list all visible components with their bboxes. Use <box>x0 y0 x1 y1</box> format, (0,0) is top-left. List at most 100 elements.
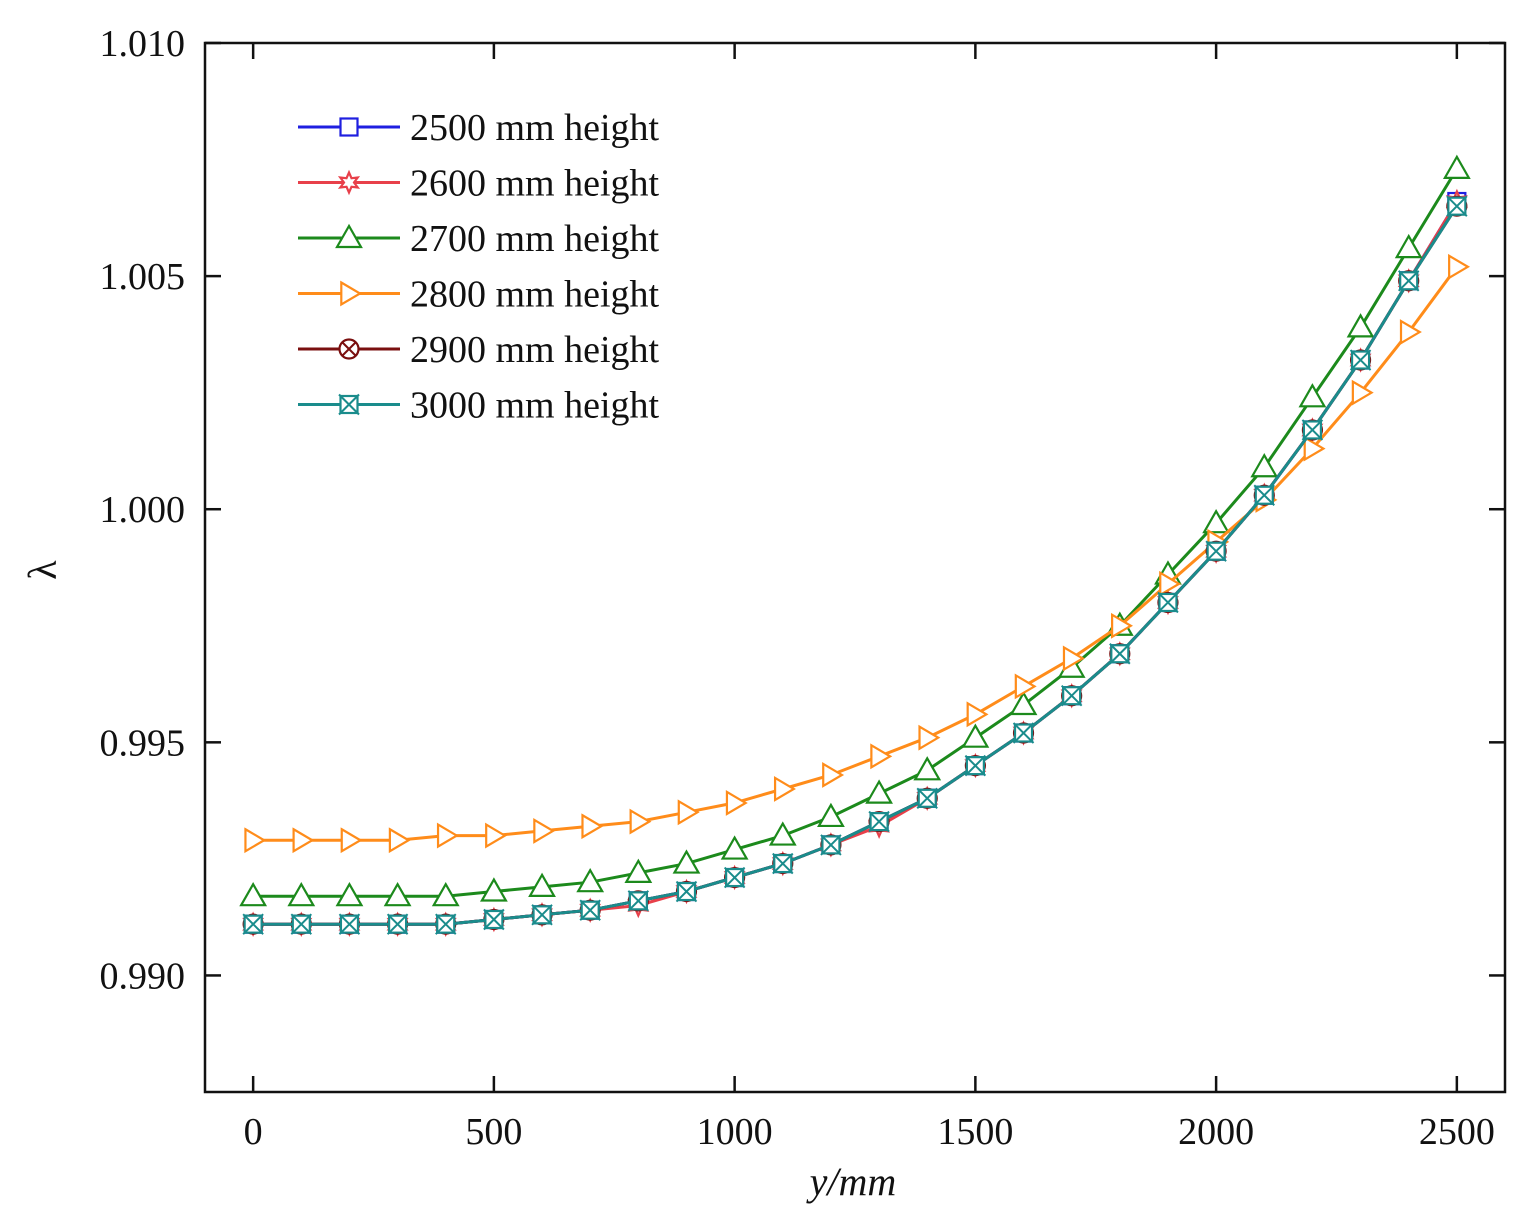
legend-marker <box>335 223 363 249</box>
legend-label: 2800 mm height <box>410 274 660 316</box>
x-tick-label: 1000 <box>697 1111 773 1153</box>
legend-marker <box>338 393 360 416</box>
data-point <box>533 817 556 844</box>
data-point <box>1397 270 1420 292</box>
data-point <box>1060 685 1083 707</box>
y-tick-label: 1.005 <box>100 256 186 298</box>
data-point <box>1205 540 1227 562</box>
data-point <box>1399 319 1422 345</box>
legend-marker <box>339 117 359 137</box>
data-point <box>436 822 459 849</box>
legend-label: 2600 mm height <box>410 163 660 205</box>
data-point <box>388 827 411 854</box>
data-point <box>725 790 748 816</box>
data-point <box>1298 383 1327 408</box>
data-point <box>865 779 893 804</box>
plot-frame <box>203 41 1507 1094</box>
data-point <box>627 890 650 912</box>
data-point <box>1012 722 1035 744</box>
data-point <box>244 827 267 854</box>
x-tick-label: 0 <box>244 1111 263 1153</box>
data-point <box>822 762 845 788</box>
data-point <box>1159 570 1182 597</box>
data-point <box>242 913 264 935</box>
legend-label: 2500 mm height <box>410 107 660 149</box>
series-4 <box>244 253 1471 854</box>
data-point <box>531 904 553 926</box>
data-point <box>677 799 700 826</box>
data-point <box>1014 673 1037 700</box>
y-tick-label: 0.990 <box>100 955 186 997</box>
data-point <box>290 913 313 935</box>
series-6 <box>242 195 1468 935</box>
legend-label: 3000 mm height <box>410 385 660 427</box>
data-point <box>340 827 363 854</box>
data-point <box>431 881 460 907</box>
data-point <box>1109 643 1131 665</box>
data-point <box>1351 379 1374 406</box>
data-point <box>772 852 794 875</box>
data-point <box>820 834 842 856</box>
y-tick-label: 1.000 <box>100 489 186 531</box>
x-tick-label: 500 <box>465 1111 522 1153</box>
data-point <box>335 881 364 907</box>
data-point <box>1062 645 1085 672</box>
y-tick-label: 1.010 <box>100 23 186 65</box>
legend-label: 2700 mm height <box>410 218 660 260</box>
data-point <box>383 881 412 907</box>
data-point <box>672 849 701 874</box>
data-point <box>773 776 796 802</box>
x-axis-ticks: 0 500 1000 1500 2000 2500 <box>244 43 1495 1153</box>
data-point <box>338 913 361 935</box>
data-point <box>1349 349 1372 371</box>
legend-marker <box>337 169 361 196</box>
legend: 2500 mm height 2600 mm height 2700 mm heig… <box>298 107 660 427</box>
data-point <box>916 787 938 809</box>
data-point <box>1446 195 1468 217</box>
data-point <box>817 802 845 828</box>
data-point <box>581 813 604 840</box>
data-point <box>1202 508 1231 534</box>
data-point <box>386 913 409 935</box>
x-tick-label: 2500 <box>1419 1111 1495 1153</box>
data-point <box>1009 690 1038 716</box>
data-point <box>723 866 746 889</box>
legend-item: 2500 mm height <box>298 107 660 149</box>
data-point <box>768 821 797 846</box>
series-layer <box>239 154 1471 937</box>
x-tick-label: 2000 <box>1178 1111 1254 1153</box>
data-point <box>1448 253 1471 280</box>
legend-label: 2900 mm height <box>410 329 660 371</box>
data-point <box>1111 612 1133 639</box>
legend-item: 2800 mm height <box>298 274 660 316</box>
legend-item: 2700 mm height <box>298 218 660 260</box>
data-point <box>913 756 942 781</box>
data-point <box>485 822 508 849</box>
data-point <box>868 810 890 833</box>
legend-marker <box>338 338 360 360</box>
legend-item: 2600 mm height <box>298 163 660 205</box>
data-point <box>1157 591 1179 614</box>
y-axis-ticks: 0.990 0.995 1.000 1.005 1.010 <box>100 23 1505 997</box>
data-point <box>292 827 315 854</box>
data-point <box>918 724 941 751</box>
data-point <box>870 743 893 770</box>
data-point <box>579 899 601 921</box>
legend-item: 3000 mm height <box>298 385 660 427</box>
data-point <box>966 701 989 728</box>
data-point <box>239 881 268 907</box>
data-point <box>1301 419 1324 441</box>
legend-item: 2900 mm height <box>298 329 660 371</box>
data-point <box>1250 453 1279 478</box>
data-point <box>961 723 990 748</box>
data-point <box>1394 233 1423 259</box>
legend-marker <box>340 280 363 307</box>
data-point <box>720 835 749 860</box>
data-point <box>675 880 698 903</box>
data-point <box>479 877 508 902</box>
x-axis-title: y/mm <box>806 1159 897 1204</box>
data-point <box>1253 484 1275 506</box>
data-point <box>483 908 505 931</box>
plot-border <box>203 41 1507 1094</box>
data-point <box>435 913 457 935</box>
